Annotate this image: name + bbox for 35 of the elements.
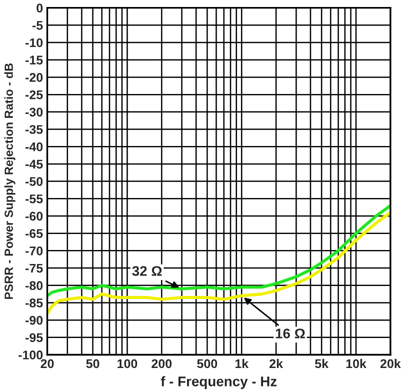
y-tick-label: -5 [32,21,43,30]
y-tick-label: -65 [26,229,43,238]
x-tick-label: 50 [86,359,100,368]
y-tick-label: -55 [26,194,43,204]
y-tick-label: -45 [26,160,43,169]
y-tick-label: -50 [26,177,43,186]
y-tick-label: -85 [26,298,43,308]
annotation: 32 Ω [132,266,162,276]
y-tick-label: 0 [36,4,43,12]
x-tick-label: 100 [118,359,138,368]
x-tick-label: 5k [315,358,329,368]
y-tick-label: -10 [26,38,43,48]
x-axis-title: f - Frequency - Hz [160,376,277,390]
y-tick-label: -40 [26,142,43,152]
y-axis-title: PSRR - Power Supply Rejection Ratio - dB [4,63,16,299]
y-tick-label: -35 [26,125,43,134]
y-tick-label: -20 [26,73,43,82]
y-tick-label: -95 [26,333,43,342]
y-tick-label: -90 [26,316,43,325]
x-tick-label: 20 [40,359,54,368]
y-tick-label: -30 [26,108,43,117]
y-tick-label: -100 [18,350,43,360]
x-tick-label: 1k [235,358,249,368]
x-tick-label: 500 [197,359,218,368]
x-tick-label: 2k [270,358,284,368]
y-tick-label: -75 [26,264,43,273]
x-tick-label: 200 [152,359,172,368]
x-tick-label: 20k [380,358,401,368]
y-tick-label: -15 [26,56,43,65]
annotation: 16 Ω [276,328,305,338]
y-tick-label: -70 [26,246,43,256]
y-tick-label: -80 [26,281,43,290]
x-tick-label: 10k [346,358,366,368]
y-tick-label: -60 [26,212,43,221]
y-tick-label: -25 [26,90,43,100]
